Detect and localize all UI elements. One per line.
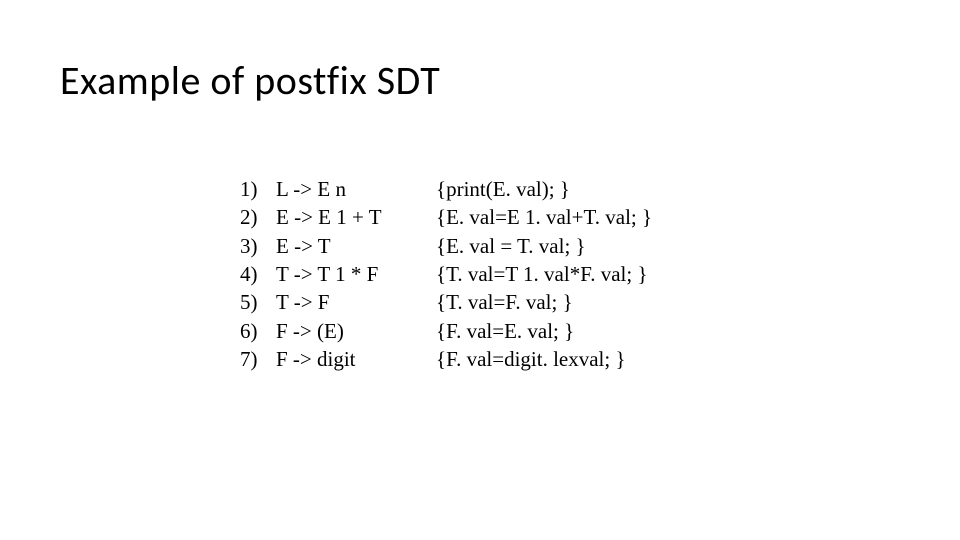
slide: Example of postfix SDT 1) L -> E n {prin…	[0, 0, 960, 540]
sdt-rules-table: 1) L -> E n {print(E. val); } 2) E -> E …	[240, 175, 900, 373]
rule-row: 5) T -> F {T. val=F. val; }	[240, 288, 900, 316]
rule-production: E -> T	[276, 232, 436, 260]
rule-production: T -> T 1 * F	[276, 260, 436, 288]
rule-production: L -> E n	[276, 175, 436, 203]
rule-row: 4) T -> T 1 * F {T. val=T 1. val*F. val;…	[240, 260, 900, 288]
rule-number: 4)	[240, 260, 276, 288]
rule-production: T -> F	[276, 288, 436, 316]
rule-action: {F. val=digit. lexval; }	[436, 345, 900, 373]
rule-row: 2) E -> E 1 + T {E. val=E 1. val+T. val;…	[240, 203, 900, 231]
rule-row: 6) F -> (E) {F. val=E. val; }	[240, 317, 900, 345]
rule-action: {E. val=E 1. val+T. val; }	[436, 203, 900, 231]
rule-number: 2)	[240, 203, 276, 231]
rule-action: {T. val=F. val; }	[436, 288, 900, 316]
rule-action: {F. val=E. val; }	[436, 317, 900, 345]
rule-row: 3) E -> T {E. val = T. val; }	[240, 232, 900, 260]
rule-number: 5)	[240, 288, 276, 316]
rule-production: F -> digit	[276, 345, 436, 373]
rule-action: {E. val = T. val; }	[436, 232, 900, 260]
rule-number: 6)	[240, 317, 276, 345]
rule-action: {print(E. val); }	[436, 175, 900, 203]
rule-row: 7) F -> digit {F. val=digit. lexval; }	[240, 345, 900, 373]
rule-production: E -> E 1 + T	[276, 203, 436, 231]
rule-action: {T. val=T 1. val*F. val; }	[436, 260, 900, 288]
rule-number: 1)	[240, 175, 276, 203]
slide-title: Example of postfix SDT	[60, 56, 900, 105]
rule-number: 7)	[240, 345, 276, 373]
rule-number: 3)	[240, 232, 276, 260]
rule-production: F -> (E)	[276, 317, 436, 345]
rule-row: 1) L -> E n {print(E. val); }	[240, 175, 900, 203]
